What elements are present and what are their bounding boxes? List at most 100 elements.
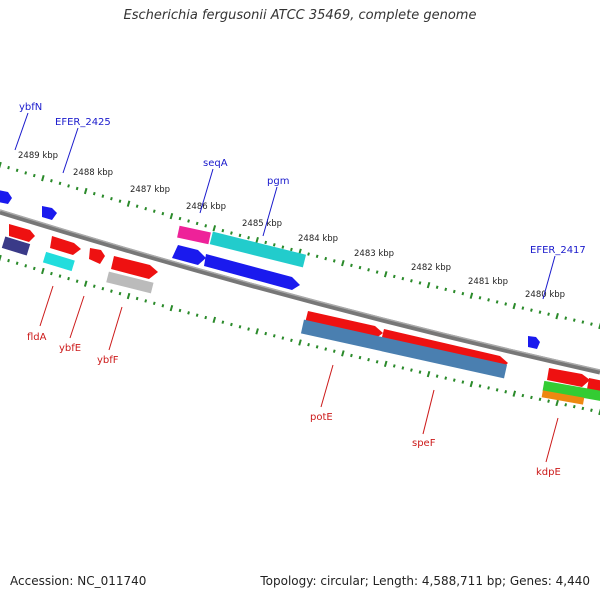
feature-red-potE[interactable] [305,311,383,339]
lower-track-major-tick [0,254,2,262]
lower-track-minor-tick [487,386,490,390]
gene-label-EFER_2425[interactable]: EFER_2425 [55,117,111,128]
upper-track-minor-tick [247,236,250,240]
upper-track-minor-tick [392,274,396,279]
feature-red-right-1[interactable] [547,368,590,387]
upper-track-minor-tick [538,310,542,314]
gene-label-seqA[interactable]: seqA [203,158,228,169]
upper-track-minor-tick [290,247,293,252]
lower-track-minor-tick [187,311,190,315]
lower-track-minor-tick [315,345,319,349]
feature-blue-bar-large[interactable] [204,254,300,290]
lower-track-major-tick [383,360,388,368]
feature-blue-pentagon-2[interactable] [42,206,57,220]
lower-track-minor-tick [178,308,182,313]
upper-track-minor-tick [204,224,208,228]
upper-track-minor-tick [281,245,285,249]
upper-track-minor-tick [435,285,439,289]
lower-track-major-tick [83,280,88,287]
upper-track-minor-tick [272,243,276,247]
lower-track-minor-tick [118,291,122,296]
feature-blue-arrow-left[interactable] [172,245,206,265]
lower-track-minor-tick [110,289,113,293]
upper-track-minor-tick [572,318,576,322]
lower-track-major-tick [41,267,45,275]
feature-navy-bar[interactable] [1,236,31,256]
upper-track-minor-tick [161,211,165,216]
feature-orange-bar[interactable] [541,390,585,405]
lower-track-minor-tick [530,395,533,400]
upper-track-minor-tick [324,256,328,261]
feature-red-arrow-2[interactable] [50,236,81,255]
upper-track-minor-tick [7,165,10,170]
lower-track-minor-tick [135,296,139,301]
lower-track-minor-tick [495,388,499,392]
lower-track-minor-tick [24,264,28,268]
upper-track-minor-tick [350,263,353,268]
feature-cyan-bar-small[interactable] [42,251,75,272]
feature-blue-small-right[interactable] [528,336,540,349]
upper-track-major-tick [598,322,600,330]
upper-track-major-tick [341,259,345,267]
lower-track-major-tick [555,399,559,407]
feature-blue-pentagon-1[interactable] [0,190,12,204]
lower-track-minor-tick [204,315,208,320]
feature-red-right-2[interactable] [587,378,600,392]
upper-track-minor-tick [15,168,19,173]
feature-red-arrow-4[interactable] [111,256,158,279]
upper-track-major-tick [426,281,431,289]
gene-label-ybfE[interactable]: ybfE [59,343,81,354]
upper-track-minor-tick [315,254,319,259]
upper-track-minor-tick [307,252,310,256]
upper-track-minor-tick [367,268,370,272]
lower-track-minor-tick [75,279,79,283]
upper-track-minor-tick [178,216,182,221]
ruler-label: 2486 kbp [186,202,226,212]
lower-track-minor-tick [32,266,36,271]
upper-track-minor-tick [521,306,525,310]
lower-track-minor-tick [435,374,439,378]
upper-track-minor-tick [487,298,490,302]
feature-cyan-bar-large[interactable] [209,231,307,268]
lower-track-minor-tick [92,284,96,288]
feature-red-arrow-1[interactable] [9,224,35,242]
upper-track-major-tick [255,236,259,244]
lower-track-minor-tick [324,347,328,351]
upper-track-major-tick [126,200,131,207]
upper-track-minor-tick [375,270,379,274]
lower-track-minor-tick [221,320,225,324]
gene-label-ybfN[interactable]: ybfN [19,102,42,113]
lower-track-minor-tick [410,368,413,372]
lower-track-major-tick [126,292,131,300]
gene-label-EFER_2417[interactable]: EFER_2417 [530,245,586,256]
upper-track-minor-tick [504,302,508,306]
lower-track-minor-tick [332,349,336,353]
gene-label-potE[interactable]: potE [310,412,333,423]
feature-magenta-bar[interactable] [177,225,211,245]
feature-red-arrow-3[interactable] [89,248,105,264]
lower-track-minor-tick [247,327,250,331]
ruler-label: 2480 kbp [525,290,565,300]
feature-gray-bar[interactable] [106,271,154,294]
lower-track-minor-tick [230,322,233,327]
gene-label-kdpE[interactable]: kdpE [536,467,561,478]
genome-backbone [0,209,600,375]
upper-track-major-tick [512,302,517,310]
gene-label-pgm[interactable]: pgm [267,176,289,187]
ruler-label: 2487 kbp [130,185,170,195]
upper-track-minor-tick [530,308,533,312]
lower-track-minor-tick [272,334,276,338]
upper-track-minor-tick [590,322,593,326]
upper-track-major-tick [41,174,45,182]
lower-track-minor-tick [478,384,482,388]
gene-label-ybfF[interactable]: ybfF [97,355,119,366]
ruler-label: 2482 kbp [411,263,451,273]
gene-label-fldA[interactable]: fldA [27,332,47,343]
lower-track-minor-tick [50,271,53,276]
gene-label-speF[interactable]: speF [412,438,436,449]
lower-track-minor-tick [504,390,508,394]
feature-green-bar[interactable] [542,380,600,402]
upper-track-minor-tick [444,287,448,292]
feature-steel-bar[interactable] [300,319,508,379]
